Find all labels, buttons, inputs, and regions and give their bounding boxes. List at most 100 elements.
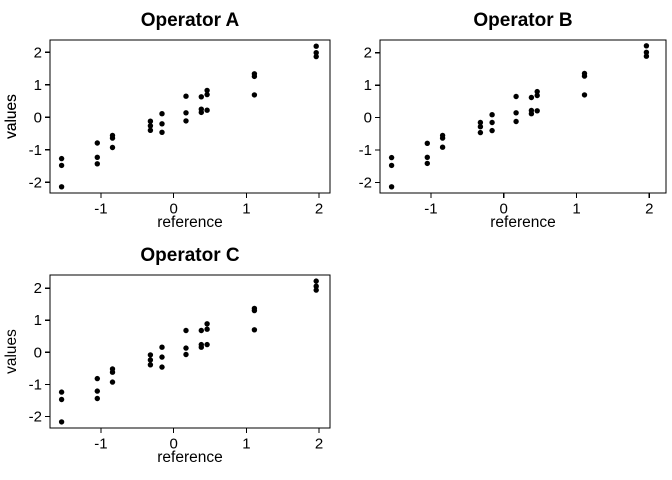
data-point [204,326,210,332]
data-point [581,92,588,98]
data-point [477,119,484,126]
data-point [439,135,446,141]
x-tick-label: 0 [169,436,177,453]
data-point [147,357,154,363]
x-tick-label: -1 [94,436,107,453]
data-points-group [58,43,319,190]
data-point [94,395,101,402]
data-point [159,344,165,350]
data-point [534,88,540,95]
data-point [513,93,519,100]
data-point [183,345,189,351]
data-point [513,110,519,116]
data-point [58,155,65,162]
data-point [147,362,154,368]
data-point [528,94,535,101]
y-tick-label: 1 [34,77,42,94]
panel-title: Operator A [141,10,240,31]
plot-border [379,39,667,194]
y-tick-label: 0 [364,110,372,127]
data-point [183,110,189,116]
data-point [147,352,154,358]
data-point [109,135,116,141]
data-point [643,49,650,55]
x-axis-label: reference [490,214,555,231]
x-tick-label: 2 [315,201,323,218]
x-tick-label: 0 [169,201,177,218]
data-point [534,92,540,99]
y-tick-label: -1 [29,142,42,159]
data-point [183,118,189,124]
x-axis-label: reference [157,449,222,466]
y-axis-label: values [3,94,20,139]
data-point [251,92,258,98]
data-point [251,327,258,333]
data-point [204,87,210,94]
x-tick-label: 1 [242,436,250,453]
data-point [94,375,101,382]
x-tick-label: 1 [242,201,250,218]
data-point [313,283,319,289]
data-point [489,112,495,118]
data-points-group [388,43,650,190]
data-point [489,127,495,134]
data-point [313,53,319,60]
data-point [58,162,65,169]
data-point [183,351,189,358]
y-tick-label: 1 [34,312,42,329]
data-point [58,419,65,425]
y-tick-label: -1 [359,142,372,159]
data-point [477,124,484,130]
data-point [388,162,395,169]
y-tick-label: 2 [364,45,372,62]
scatter-panel-operator-c: Operator C -1 0 1 2 -2 -1 0 1 2 reference values [3,245,331,466]
data-point [313,43,319,49]
x-axis-label: reference [157,214,222,231]
panel-title: Operator C [140,245,240,266]
y-tick-label: -2 [29,408,42,425]
data-point [643,43,650,49]
data-point [313,50,319,56]
data-point [204,341,210,348]
plot-border [49,274,331,429]
data-point [159,121,165,127]
data-point [477,129,484,136]
data-point [109,379,116,385]
data-point [159,354,165,360]
data-point [94,154,101,160]
data-point [424,154,430,160]
x-tick-label: 1 [572,201,580,218]
data-point [528,111,535,117]
data-point [198,109,204,116]
data-point [183,93,189,99]
x-tick-label: -1 [94,201,107,218]
data-point [109,369,116,375]
y-tick-label: 0 [34,109,42,126]
plot-border [49,39,331,194]
data-point [251,73,258,80]
data-point [58,389,65,395]
data-point [534,108,540,114]
data-point [424,160,430,167]
data-point [58,184,65,190]
data-point [198,327,204,334]
data-point [94,388,101,394]
y-axis-label: values [3,329,20,374]
data-point [388,184,395,190]
data-point [643,53,650,59]
data-point [94,140,101,146]
y-tick-label: 1 [364,77,372,94]
data-point [204,321,210,327]
y-tick-label: -2 [359,175,372,192]
data-points-group [58,278,319,425]
data-point [94,161,101,167]
data-point [58,396,65,403]
data-point [424,140,430,146]
x-tick-label: -1 [424,201,437,218]
data-point [204,91,210,98]
y-tick-label: -1 [29,376,42,393]
data-point [159,129,165,135]
data-point [198,94,204,100]
scatter-panel-operator-a: Operator A -1 0 1 2 -2 -1 0 1 2 reference values [3,10,331,231]
